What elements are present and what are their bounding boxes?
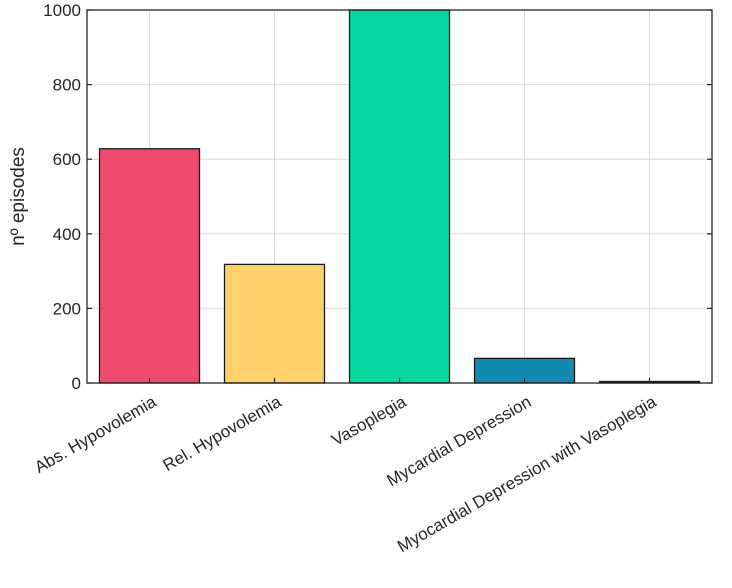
x-axis-category-labels: Abs. Hypovolemia Rel. Hypovolemia Vasopleg… (31, 378, 660, 556)
y-axis-title: nº episodes (8, 147, 29, 246)
x-tick-label: Rel. Hypovolemia (160, 392, 285, 475)
y-tick-label: 0 (72, 374, 81, 393)
bar-rel-hypovolemia (223, 263, 326, 384)
x-tick-label: Vasoplegia (328, 392, 410, 450)
bars (98, 9, 701, 384)
y-tick-label: 1000 (43, 1, 81, 20)
y-axis-ticks: 0 200 400 600 800 1000 (43, 1, 712, 393)
y-tick-label: 200 (53, 299, 81, 318)
y-tick-label: 800 (53, 76, 81, 95)
bar-abs-hypovolemia (98, 148, 201, 384)
x-tick-label: Abs. Hypovolemia (31, 392, 160, 477)
y-tick-label: 600 (53, 150, 81, 169)
y-tick-label: 400 (53, 225, 81, 244)
x-tick-label: Myocardial Depression with Vasoplegia (394, 392, 660, 556)
bar-vasoplegia (348, 9, 451, 384)
